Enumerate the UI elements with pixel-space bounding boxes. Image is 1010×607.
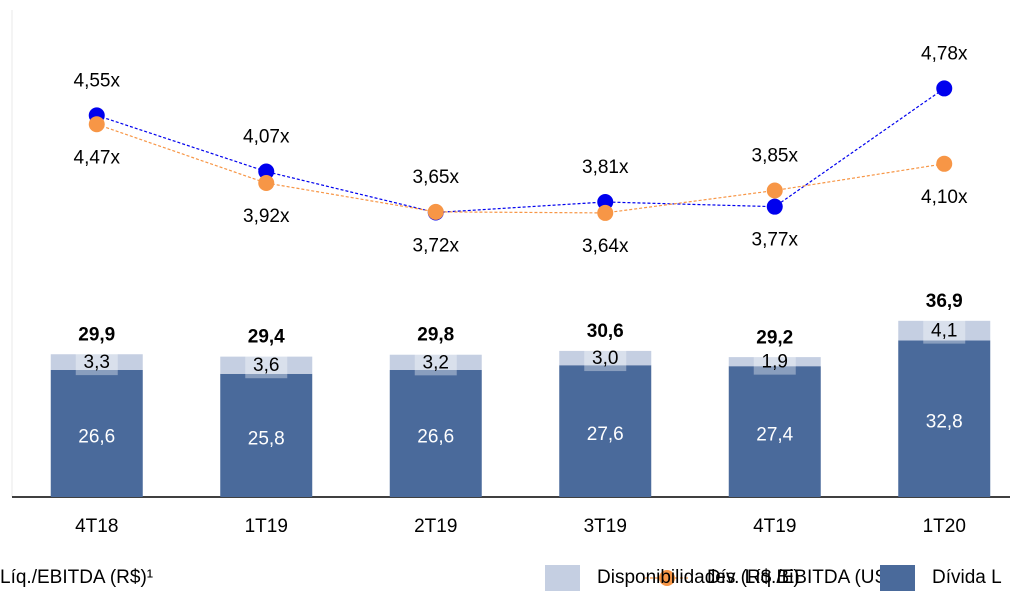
line-label: 3,65x [413,167,460,188]
line-label: 3,81x [582,157,629,178]
x-tick-label: 4T18 [75,516,118,537]
bar-label: 1,9 [762,352,788,373]
line-label: 3,85x [752,146,799,167]
x-tick-label: 1T19 [245,516,288,537]
label-box [584,347,627,372]
line-label: 4,07x [243,127,290,148]
line-point [258,175,275,192]
total-label: 29,8 [417,325,454,346]
line-point [258,163,275,180]
legend-label: Dívida L [932,567,1002,588]
x-tick-label: 4T19 [753,516,796,537]
bar-label: 4,1 [931,321,957,342]
line [96,87,945,214]
label-box [75,351,118,376]
bar-segment [898,340,991,497]
label-box [923,319,966,344]
line-point [766,182,783,199]
bar-label: 3,0 [592,348,618,369]
x-tick-label: 1T20 [923,516,966,537]
line-label: 4,78x [921,43,968,64]
bar-label: 3,3 [84,352,110,373]
bar-label: 3,2 [423,352,449,373]
line [96,123,945,214]
total-label: 29,4 [248,327,285,348]
total-label: 30,6 [587,321,624,342]
bar-label: 26,6 [417,427,454,448]
label-box [245,354,288,379]
bar-label: 26,6 [78,427,115,448]
bar-segment [220,356,313,374]
line-label: 4,55x [74,70,121,91]
bar-segment [559,350,652,366]
total-label: 29,9 [78,324,115,345]
line-point [936,155,953,172]
bar-label: 27,4 [756,425,793,446]
x-tick-label: 2T19 [414,516,457,537]
bar-label: 32,8 [926,412,963,433]
line-label: 3,77x [752,230,799,251]
bar-segment [559,365,652,497]
line-label: 4,10x [921,187,968,208]
total-label: 36,9 [926,291,963,312]
label-box [753,350,796,375]
line-point [597,204,614,221]
line-label: 3,72x [413,236,460,257]
line-point [766,198,783,215]
bar-segment [728,357,821,367]
line-label: 3,92x [243,206,290,227]
legend-swatch [880,565,915,591]
legend-marker [659,570,675,586]
bar-segment [220,373,313,497]
bar-segment [389,369,482,497]
line-label: 3,64x [582,236,629,257]
line-point [427,203,444,220]
total-label: 29,2 [756,328,793,349]
legend-label: Líq./EBITDA (R$)¹ [0,567,153,588]
line-label: 4,47x [74,147,121,168]
label-box [414,351,457,376]
bar-segment [50,369,143,497]
legend-swatch [545,565,580,591]
legend-label: Disponibilidades (R$ Bi) [597,567,800,588]
x-tick-label: 3T19 [584,516,627,537]
bar-label: 27,6 [587,424,624,445]
bar-segment [898,320,991,341]
bar-label: 25,8 [248,428,285,449]
bar-label: 3,6 [253,355,279,376]
bar-segment [389,354,482,370]
bar-segment [50,354,143,370]
line-point [88,116,105,133]
legend-label: Dív. Líq./EBITDA (US$)¹ [707,567,910,588]
line-point [936,80,953,97]
bar-segment [728,366,821,497]
